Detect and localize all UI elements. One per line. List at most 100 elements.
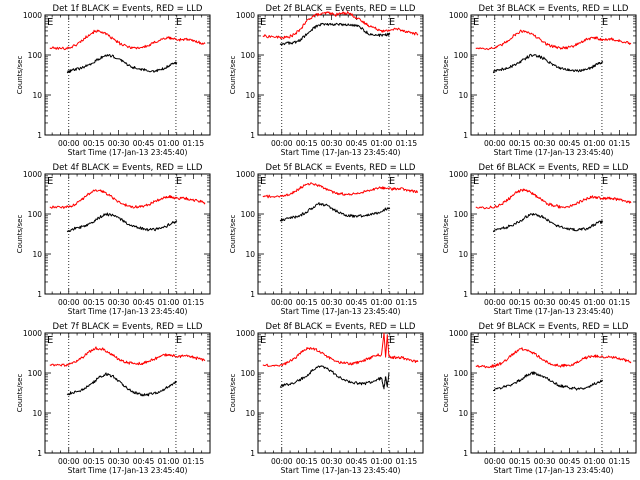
- x-tick-label: 00:15: [83, 457, 105, 466]
- y-axis-label: Counts/sec: [229, 374, 237, 413]
- y-tick-label: 10: [32, 91, 42, 100]
- series-lld-line: [49, 189, 206, 209]
- e-marker: E: [389, 335, 395, 346]
- y-tick-label: 1000: [449, 11, 468, 20]
- y-tick-label: 1000: [23, 11, 42, 20]
- x-tick-label: 00:15: [296, 139, 318, 148]
- x-tick-label: 00:30: [534, 457, 556, 466]
- panel-title: Det 3f BLACK = Events, RED = LLD: [479, 4, 629, 14]
- x-axis-label: Start Time (17-Jan-13 23:45:40): [494, 466, 614, 475]
- panel-9: Det 9f BLACK = Events, RED = LLD 1 10 100 10…: [442, 322, 637, 475]
- y-axis-label: Counts/sec: [229, 56, 237, 95]
- x-axis-label: Start Time (17-Jan-13 23:45:40): [281, 307, 401, 316]
- plot-frame: [257, 173, 424, 295]
- y-tick-label: 1: [250, 131, 255, 140]
- x-tick-label: 00:45: [346, 139, 368, 148]
- panel-8: Det 8f BLACK = Events, RED = LLD 1 10 100 10…: [229, 322, 424, 475]
- x-axis-label: Start Time (17-Jan-13 23:45:40): [494, 148, 614, 157]
- y-tick-label: 1000: [449, 170, 468, 179]
- series-events-line: [492, 371, 603, 392]
- x-tick-label: 01:15: [396, 298, 418, 307]
- y-tick-label: 1: [37, 290, 42, 299]
- plot-frame: [470, 173, 637, 295]
- x-tick-label: 01:00: [371, 298, 393, 307]
- x-tick-label: 00:30: [108, 139, 130, 148]
- y-tick-label: 10: [458, 409, 468, 418]
- x-tick-label: 01:15: [396, 457, 418, 466]
- series-events-line: [66, 372, 178, 397]
- series-lld-line: [475, 29, 632, 51]
- x-tick-label: 00:15: [509, 457, 531, 466]
- panel-4: Det 4f BLACK = Events, RED = LLD 1 10 100 10…: [16, 163, 211, 316]
- y-axis-label: Counts/sec: [16, 56, 24, 95]
- series-events-line: [279, 22, 391, 46]
- y-axis-label: Counts/sec: [442, 215, 450, 254]
- plot-frame: [44, 14, 211, 136]
- y-tick-label: 1: [250, 449, 255, 458]
- y-tick-label: 10: [458, 91, 468, 100]
- panel-7: Det 7f BLACK = Events, RED = LLD 1 10 100 10…: [16, 322, 211, 475]
- e-marker: E: [260, 17, 266, 28]
- series-events-line: [492, 53, 604, 74]
- y-tick-label: 1000: [236, 11, 255, 20]
- x-tick-label: 00:45: [346, 298, 368, 307]
- y-axis-label: Counts/sec: [442, 374, 450, 413]
- panel-2: Det 2f BLACK = Events, RED = LLD 1 10 100 10…: [229, 4, 424, 157]
- y-tick-label: 1000: [236, 329, 255, 338]
- x-tick-label: 01:15: [609, 139, 631, 148]
- panel-1: Det 1f BLACK = Events, RED = LLD 1 10 100 10…: [16, 4, 211, 157]
- e-marker: E: [473, 17, 479, 28]
- series-lld-line: [475, 347, 632, 369]
- x-tick-label: 01:00: [158, 298, 180, 307]
- y-tick-label: 1000: [23, 329, 42, 338]
- x-tick-label: 01:00: [158, 457, 180, 466]
- x-tick-label: 01:00: [584, 139, 606, 148]
- series-events-line: [66, 212, 178, 233]
- x-axis-label: Start Time (17-Jan-13 23:45:40): [281, 466, 401, 475]
- panel-title: Det 1f BLACK = Events, RED = LLD: [53, 4, 203, 14]
- y-tick-label: 10: [245, 250, 255, 259]
- y-axis-label: Counts/sec: [16, 215, 24, 254]
- x-tick-label: 00:30: [321, 457, 343, 466]
- y-tick-label: 1: [463, 449, 468, 458]
- series-lld-line: [475, 188, 632, 210]
- panel-title: Det 6f BLACK = Events, RED = LLD: [479, 163, 629, 173]
- e-marker: E: [473, 176, 479, 187]
- series-events-line: [66, 54, 178, 74]
- x-tick-label: 00:45: [559, 457, 581, 466]
- series-events-line: [279, 365, 390, 390]
- series-lld-line: [262, 182, 418, 199]
- x-tick-label: 00:00: [271, 457, 293, 466]
- x-axis-label: Start Time (17-Jan-13 23:45:40): [68, 466, 188, 475]
- x-tick-label: 00:15: [296, 298, 318, 307]
- y-tick-label: 100: [28, 51, 43, 60]
- panel-title: Det 9f BLACK = Events, RED = LLD: [479, 322, 629, 332]
- x-tick-label: 01:15: [609, 457, 631, 466]
- x-tick-label: 00:00: [58, 298, 80, 307]
- x-axis-label: Start Time (17-Jan-13 23:45:40): [68, 148, 188, 157]
- plot-frame: [257, 332, 424, 454]
- y-tick-label: 100: [28, 369, 43, 378]
- y-tick-label: 10: [32, 409, 42, 418]
- e-marker: E: [176, 176, 182, 187]
- series-events-line: [279, 202, 391, 222]
- x-tick-label: 00:45: [346, 457, 368, 466]
- plot-frame: [257, 14, 424, 136]
- x-tick-label: 01:15: [396, 139, 418, 148]
- y-tick-label: 10: [32, 250, 42, 259]
- e-marker: E: [473, 335, 479, 346]
- x-tick-label: 00:15: [296, 457, 318, 466]
- e-marker: E: [176, 335, 182, 346]
- y-tick-label: 1: [250, 290, 255, 299]
- x-tick-label: 00:00: [58, 139, 80, 148]
- e-marker: E: [260, 176, 266, 187]
- y-axis-label: Counts/sec: [442, 56, 450, 95]
- y-axis-label: Counts/sec: [16, 374, 24, 413]
- panel-title: Det 5f BLACK = Events, RED = LLD: [266, 163, 416, 173]
- y-tick-label: 100: [28, 210, 43, 219]
- panel-title: Det 2f BLACK = Events, RED = LLD: [266, 4, 416, 14]
- series-events-line: [492, 213, 604, 233]
- panel-title: Det 7f BLACK = Events, RED = LLD: [53, 322, 203, 332]
